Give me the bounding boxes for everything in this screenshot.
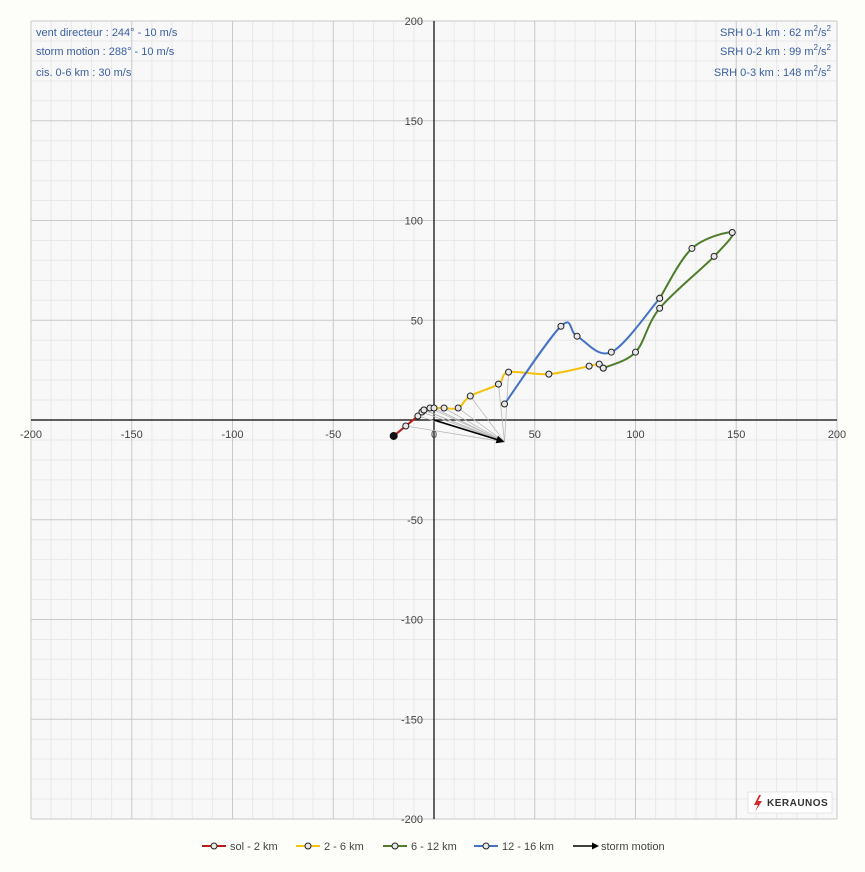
legend-label: storm motion bbox=[601, 841, 665, 853]
y-tick-label: -100 bbox=[401, 615, 423, 627]
data-point bbox=[466, 392, 474, 400]
data-point bbox=[710, 252, 718, 260]
legend-item: 2 - 6 km bbox=[296, 841, 364, 853]
x-tick-label: 0 bbox=[431, 429, 437, 441]
storm-relative-line bbox=[423, 409, 505, 443]
info-left: vent directeur : 244° - 10 m/s storm mot… bbox=[36, 27, 178, 79]
data-point bbox=[414, 412, 422, 420]
data-point bbox=[494, 380, 502, 388]
legend-label: 2 - 6 km bbox=[324, 841, 364, 853]
storm-motion-arrow bbox=[433, 419, 505, 444]
x-tick-label: 100 bbox=[626, 429, 644, 441]
legend-label: 6 - 12 km bbox=[411, 841, 457, 853]
info-storm-motion: storm motion : 288° - 10 m/s bbox=[36, 46, 175, 58]
data-point bbox=[402, 422, 410, 430]
data-point bbox=[632, 348, 639, 356]
x-tick-label: -200 bbox=[20, 429, 42, 441]
legend-item: 6 - 12 km bbox=[383, 841, 457, 853]
legend-swatch-marker bbox=[391, 842, 399, 850]
y-tick-label: 100 bbox=[405, 216, 423, 228]
logo-text: KERAUNOS bbox=[767, 798, 828, 809]
storm-motion-arrowhead bbox=[495, 435, 505, 444]
legend: sol - 2 km 2 - 6 km 6 - 12 km 12 - 16 km sto… bbox=[202, 841, 665, 853]
storm-relative-line bbox=[443, 407, 505, 443]
x-tick-label: 50 bbox=[529, 429, 541, 441]
x-tick-label: 150 bbox=[727, 429, 745, 441]
tick-labels: -200 -150 -100 -50 0 50 100 150 200 200 150 100 50 -5… bbox=[20, 16, 846, 826]
start-point bbox=[389, 431, 398, 440]
data-point bbox=[607, 348, 615, 356]
info-right: SRH 0-1 km : 62 m2/s2 SRH 0-2 km : 99 m2/… bbox=[714, 24, 832, 79]
storm-relative-line bbox=[405, 425, 505, 443]
storm-relative-line bbox=[498, 384, 505, 442]
srh-value: SRH 0-3 km : 148 m2/s2 bbox=[714, 64, 832, 79]
x-tick-label: 200 bbox=[828, 429, 846, 441]
legend-swatch-marker bbox=[482, 842, 490, 850]
data-point bbox=[656, 304, 664, 312]
data-point bbox=[728, 228, 736, 236]
keraunos-logo: KERAUNOS bbox=[747, 791, 833, 814]
storm-motion-line bbox=[433, 419, 500, 441]
data-point bbox=[595, 360, 603, 368]
legend-label: 12 - 16 km bbox=[502, 841, 554, 853]
y-tick-label: 150 bbox=[405, 116, 423, 128]
y-tick-label: -50 bbox=[407, 515, 423, 527]
info-shear: cis. 0-6 km : 30 m/s bbox=[36, 67, 132, 79]
y-tick-label: -200 bbox=[401, 814, 423, 826]
legend-swatch-marker bbox=[210, 842, 218, 850]
legend-arrowhead bbox=[592, 842, 599, 850]
data-point bbox=[545, 370, 553, 378]
y-tick-label: 200 bbox=[405, 16, 423, 28]
x-tick-label: -50 bbox=[325, 429, 341, 441]
data-point bbox=[505, 368, 513, 376]
series-points bbox=[389, 228, 736, 440]
x-tick-label: -150 bbox=[121, 429, 143, 441]
legend-label: sol - 2 km bbox=[230, 841, 278, 853]
info-vent-directeur: vent directeur : 244° - 10 m/s bbox=[36, 27, 178, 39]
y-tick-label: 50 bbox=[411, 315, 423, 327]
legend-item: 12 - 16 km bbox=[474, 841, 554, 853]
x-tick-label: -100 bbox=[221, 429, 243, 441]
data-point bbox=[557, 322, 565, 330]
data-point bbox=[454, 404, 462, 412]
data-point bbox=[656, 294, 664, 302]
legend-swatch-marker bbox=[304, 842, 312, 850]
storm-relative-line bbox=[504, 372, 509, 442]
y-tick-label: -150 bbox=[401, 714, 423, 726]
data-point bbox=[599, 364, 607, 372]
legend-item: sol - 2 km bbox=[202, 841, 278, 853]
data-point bbox=[440, 404, 448, 412]
data-point bbox=[585, 362, 593, 370]
data-point bbox=[573, 332, 581, 340]
storm-relative-line bbox=[457, 407, 505, 443]
data-point bbox=[501, 400, 509, 408]
srh-value: SRH 0-2 km : 99 m2/s2 bbox=[720, 43, 832, 58]
srh-value: SRH 0-1 km : 62 m2/s2 bbox=[720, 24, 832, 39]
storm-relative-line bbox=[433, 407, 505, 443]
data-point bbox=[420, 406, 428, 414]
data-point bbox=[688, 244, 696, 252]
data-point bbox=[430, 404, 438, 412]
legend-item: storm motion bbox=[573, 841, 665, 853]
lightning-icon bbox=[754, 795, 762, 812]
storm-relative-line bbox=[469, 395, 505, 443]
